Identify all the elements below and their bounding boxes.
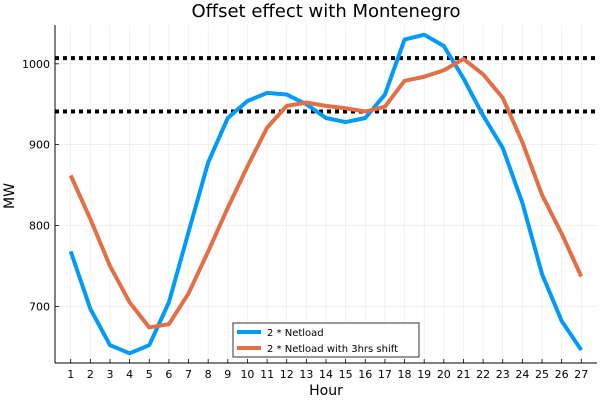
axes — [54, 25, 597, 364]
x-tick-label: 12 — [280, 368, 294, 381]
x-tick-label: 23 — [496, 368, 510, 381]
x-tick-label: 25 — [535, 368, 549, 381]
x-tick-label: 2 — [87, 368, 94, 381]
tick-labels: 1 2 3 4 5 6 7 8 9 10 11 12 13 14 15 16 17 18 19 20 21 22 23 24 2… — [22, 58, 588, 381]
series-lines — [68, 32, 584, 356]
x-tick-label: 26 — [555, 368, 569, 381]
x-tick-label: 21 — [456, 368, 470, 381]
x-tick-label: 16 — [358, 368, 372, 381]
legend: 2 * Netload 2 * Netload with 3hrs shift — [232, 322, 420, 358]
x-tick-label: 24 — [515, 368, 529, 381]
x-tick-label: 5 — [146, 368, 153, 381]
x-tick-label: 27 — [574, 368, 588, 381]
x-tick-label: 8 — [205, 368, 212, 381]
y-tick-label: 1000 — [22, 58, 50, 71]
x-tick-label: 18 — [398, 368, 412, 381]
x-tick-label: 22 — [476, 368, 490, 381]
x-tick-label: 15 — [339, 368, 353, 381]
legend-label-1: 2 * Netload — [267, 328, 324, 339]
x-tick-label: 1 — [67, 368, 74, 381]
x-tick-label: 11 — [260, 368, 274, 381]
x-tick-label: 14 — [319, 368, 333, 381]
x-tick-label: 10 — [240, 368, 254, 381]
series-line-2 — [68, 56, 584, 330]
x-tick-label: 19 — [417, 368, 431, 381]
x-tick-label: 17 — [378, 368, 392, 381]
chart-title: Offset effect with Montenegro — [192, 1, 461, 22]
x-tick-label: 7 — [185, 368, 192, 381]
y-tick-label: 700 — [29, 300, 50, 313]
y-tick-label: 900 — [29, 139, 50, 152]
x-tick-label: 6 — [165, 368, 172, 381]
legend-label-2: 2 * Netload with 3hrs shift — [267, 344, 398, 355]
y-axis-label: MW — [2, 183, 18, 209]
x-tick-label: 3 — [106, 368, 113, 381]
legend-box — [232, 322, 420, 358]
x-axis-label: Hour — [309, 383, 343, 399]
x-tick-label: 4 — [126, 368, 133, 381]
x-tick-label: 9 — [224, 368, 231, 381]
x-tick-label: 13 — [299, 368, 313, 381]
y-tick-label: 800 — [29, 220, 50, 233]
series-line-1 — [68, 32, 583, 356]
x-tick-label: 20 — [437, 368, 451, 381]
